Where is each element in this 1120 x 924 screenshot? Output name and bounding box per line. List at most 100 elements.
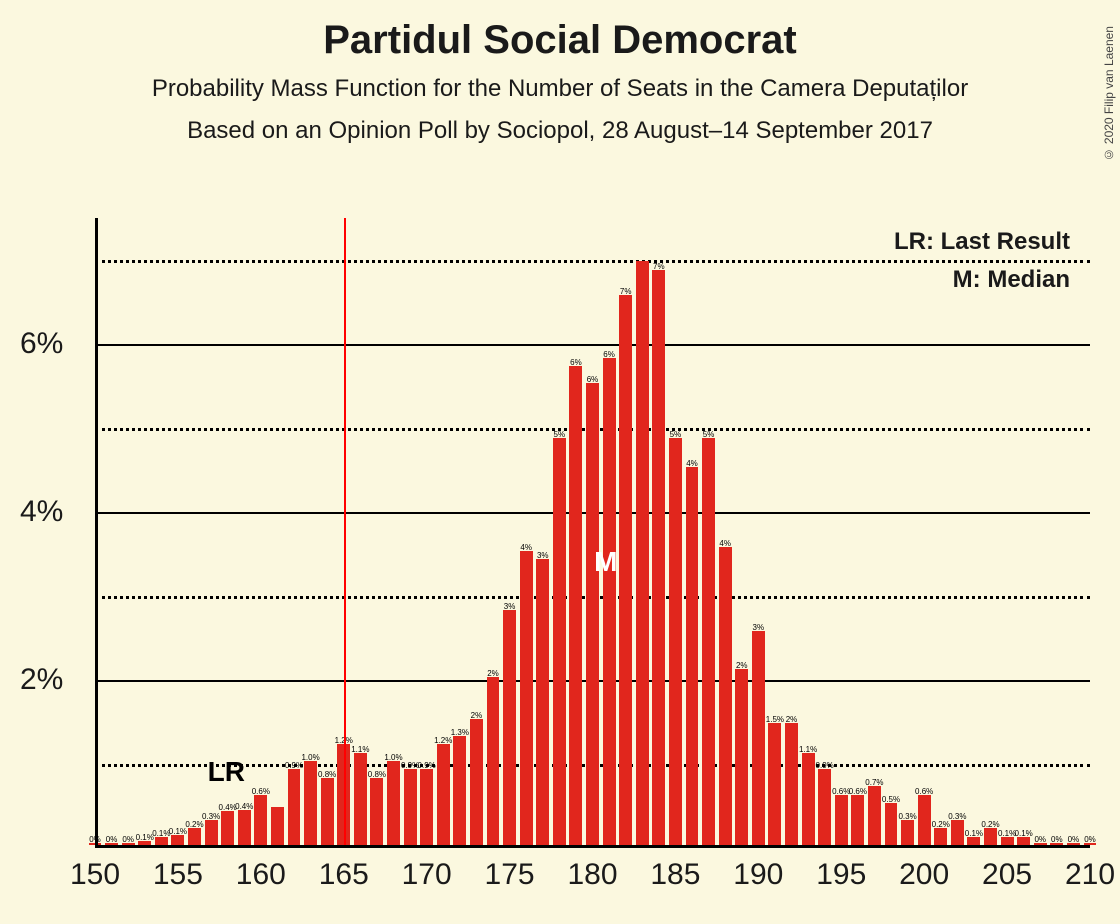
gridline	[95, 344, 1090, 346]
bar	[669, 438, 682, 845]
bar	[1001, 837, 1014, 845]
x-tick-label: 205	[982, 858, 1032, 892]
x-tick-label: 185	[650, 858, 700, 892]
bar-label: 3%	[504, 602, 516, 611]
bar	[934, 828, 947, 845]
legend-lr: LR: Last Result	[894, 228, 1070, 256]
gridline-dotted	[95, 260, 1090, 263]
bar-label: 1.0%	[384, 753, 402, 762]
bar-label: 2%	[487, 669, 499, 678]
legend-m: M: Median	[894, 266, 1070, 294]
bar	[918, 795, 931, 845]
bar-label: 6%	[570, 358, 582, 367]
bar-label: 0.1%	[998, 829, 1016, 838]
bar-label: 0.4%	[235, 802, 253, 811]
annotation-lr: LR	[208, 756, 245, 788]
bar	[221, 811, 234, 845]
bar	[868, 786, 881, 845]
bar	[536, 559, 549, 845]
bar-label: 0.2%	[981, 820, 999, 829]
bar	[420, 769, 433, 845]
x-tick-label: 170	[402, 858, 452, 892]
bar-label: 0.6%	[915, 787, 933, 796]
y-tick-label: 2%	[20, 663, 85, 697]
bar-label: 0.3%	[948, 812, 966, 821]
bar-label: 0.5%	[882, 795, 900, 804]
x-tick-label: 155	[153, 858, 203, 892]
bar	[785, 723, 798, 845]
bar-label: 0.1%	[169, 827, 187, 836]
page-title: Partidul Social Democrat	[0, 18, 1120, 63]
bar-label: 0.1%	[1015, 829, 1033, 838]
bar	[768, 723, 781, 845]
bar-label: 7%	[653, 262, 665, 271]
bar	[603, 358, 616, 845]
bar-label: 0%	[106, 835, 118, 844]
bar	[205, 820, 218, 845]
bar	[503, 610, 516, 845]
bar	[967, 837, 980, 845]
bar-label: 0.1%	[152, 829, 170, 838]
bar-label: 4%	[520, 543, 532, 552]
bar	[951, 820, 964, 845]
bar	[586, 383, 599, 845]
x-tick-label: 175	[485, 858, 535, 892]
bar	[885, 803, 898, 845]
bar-label: 4%	[719, 539, 731, 548]
bar	[387, 761, 400, 845]
bar-label: 0.3%	[898, 812, 916, 821]
bar-label: 0.9%	[285, 761, 303, 770]
bar-label: 5%	[554, 430, 566, 439]
bar	[835, 795, 848, 845]
bar	[487, 677, 500, 845]
lr-line	[344, 218, 346, 848]
page-subtitle: Probability Mass Function for the Number…	[0, 75, 1120, 103]
annotation-m: M	[594, 546, 617, 578]
bar	[155, 837, 168, 845]
bar	[569, 366, 582, 845]
bar-label: 0%	[1084, 835, 1096, 844]
bar-label: 0.6%	[252, 787, 270, 796]
bar	[304, 761, 317, 845]
bar	[404, 769, 417, 845]
bar	[802, 753, 815, 845]
x-tick-label: 190	[733, 858, 783, 892]
bar	[271, 807, 284, 845]
bar-label: 2%	[471, 711, 483, 720]
bar-label: 5%	[703, 430, 715, 439]
bar	[370, 778, 383, 845]
bar-label: 0%	[1051, 835, 1063, 844]
bar-label: 0.6%	[849, 787, 867, 796]
bar-label: 1.1%	[351, 745, 369, 754]
bar-label: 0.3%	[202, 812, 220, 821]
bar-label: 3%	[537, 551, 549, 560]
bar-label: 1.3%	[451, 728, 469, 737]
x-tick-label: 165	[319, 858, 369, 892]
bar	[171, 835, 184, 845]
bar-label: 0.8%	[318, 770, 336, 779]
x-axis	[95, 845, 1090, 848]
x-tick-label: 160	[236, 858, 286, 892]
bar	[553, 438, 566, 845]
bar	[652, 270, 665, 845]
bar-label: 1.0%	[301, 753, 319, 762]
bar-label: 0.1%	[965, 829, 983, 838]
bar	[619, 295, 632, 845]
bar	[238, 810, 251, 845]
bar-label: 0.9%	[418, 761, 436, 770]
bar	[520, 551, 533, 845]
bar-label: 4%	[686, 459, 698, 468]
bar	[735, 669, 748, 845]
y-axis	[95, 218, 98, 848]
y-tick-label: 4%	[20, 495, 85, 529]
bar-label: 2%	[786, 715, 798, 724]
bar	[719, 547, 732, 845]
bar-label: 0.8%	[368, 770, 386, 779]
bar	[453, 736, 466, 845]
credit-text: © 2020 Filip van Laenen	[1102, 26, 1116, 161]
bar-label: 1.2%	[434, 736, 452, 745]
x-tick-label: 150	[70, 858, 120, 892]
bar	[254, 795, 267, 845]
bar	[686, 467, 699, 845]
bar	[702, 438, 715, 845]
